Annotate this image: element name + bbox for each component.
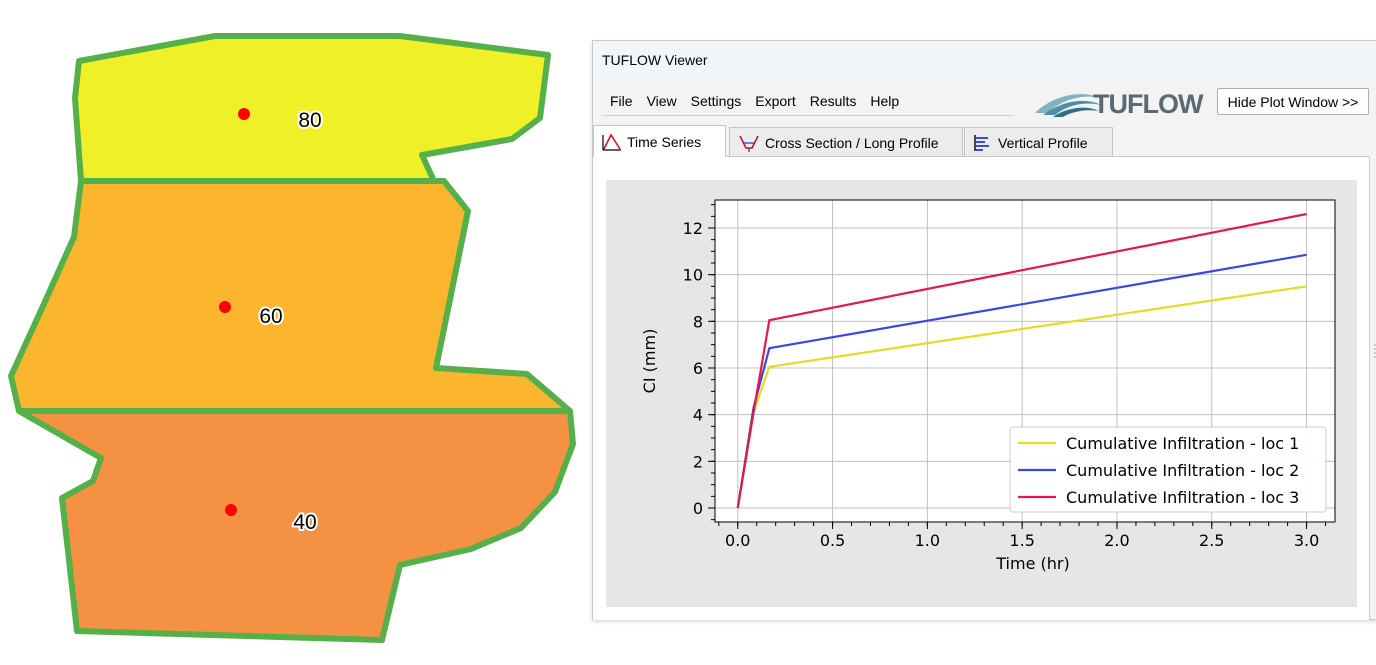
y-tick-label: 2: [693, 452, 703, 471]
y-tick-label: 10: [683, 266, 703, 285]
title-bar: TUFLOW Viewer: [593, 41, 1376, 79]
menu-results[interactable]: Results: [809, 93, 857, 109]
menu-help[interactable]: Help: [870, 93, 900, 109]
zone-label-40: 40: [293, 511, 316, 534]
x-tick-label: 0.5: [820, 531, 845, 550]
legend-box: [1009, 426, 1327, 513]
x-tick-label: 0.0: [725, 531, 750, 550]
plot-tabs: Time Series Cross Section / Long Profile…: [593, 125, 1376, 157]
cross-section-icon: [739, 135, 759, 152]
time-series-chart[interactable]: 0.0 0.5 1.0 1.5 2.0 2.5 3.0 0 2 4 6 8 10 12 Time (hr) C…: [606, 180, 1357, 607]
plot-area: 0.0 0.5 1.0 1.5 2.0 2.5 3.0 0 2 4 6 8 10 12 Time (hr) C…: [606, 180, 1357, 607]
tab-time-series[interactable]: Time Series: [593, 125, 726, 157]
zone-40-polygon[interactable]: [16, 408, 576, 643]
legend-entry-loc-1[interactable]: Cumulative Infiltration - loc 1: [1066, 434, 1299, 453]
tab-vertical-profile[interactable]: Vertical Profile: [964, 127, 1113, 157]
catchment-map: 80 60 40: [8, 33, 576, 643]
menu-file[interactable]: File: [610, 93, 633, 109]
zone-label-80: 80: [298, 109, 321, 132]
menu-bar: File View Settings Export Results Help: [603, 89, 1013, 116]
time-series-icon: [602, 132, 621, 151]
time-series-panel: 0.0 0.5 1.0 1.5 2.0 2.5 3.0 0 2 4 6 8 10 12 Time (hr) C…: [593, 156, 1370, 620]
menu-view[interactable]: View: [646, 93, 677, 109]
tab-label: Time Series: [627, 133, 702, 150]
y-tick-label: 8: [693, 312, 703, 331]
plot-frame: [714, 199, 1336, 523]
hide-plot-window-button[interactable]: Hide Plot Window >>: [1217, 88, 1369, 115]
menu-settings[interactable]: Settings: [690, 93, 742, 109]
x-tick-label: 1.0: [915, 531, 940, 550]
zone-80-polygon[interactable]: [72, 33, 551, 184]
tab-label: Vertical Profile: [998, 134, 1088, 151]
tab-cross-section[interactable]: Cross Section / Long Profile: [729, 127, 963, 157]
point-loc-3[interactable]: [225, 504, 237, 516]
x-tick-label: 1.5: [1009, 531, 1034, 550]
menu-export[interactable]: Export: [755, 93, 796, 109]
resize-grip[interactable]: [1373, 341, 1376, 361]
vertical-profile-icon: [974, 134, 989, 151]
y-tick-label: 0: [693, 499, 703, 518]
tuflow-viewer-window: TUFLOW Viewer File View Settings Export …: [592, 40, 1376, 620]
legend-entry-loc-2[interactable]: Cumulative Infiltration - loc 2: [1066, 461, 1299, 480]
x-tick-label: 2.5: [1199, 531, 1224, 550]
zone-60-polygon[interactable]: [8, 178, 573, 414]
window-title: TUFLOW Viewer: [602, 52, 708, 68]
y-tick-label: 12: [683, 219, 703, 238]
point-loc-2[interactable]: [219, 301, 231, 313]
x-tick-label: 3.0: [1294, 531, 1319, 550]
y-axis-label: CI (mm): [640, 329, 659, 394]
point-loc-1[interactable]: [238, 108, 250, 120]
y-tick-label: 4: [693, 406, 703, 425]
x-tick-label: 2.0: [1104, 531, 1129, 550]
logo-text: TUFLOW: [1093, 89, 1204, 119]
x-axis-label: Time (hr): [995, 554, 1069, 573]
tuflow-logo: TUFLOW: [1035, 89, 1205, 119]
tab-label: Cross Section / Long Profile: [765, 134, 939, 151]
y-tick-label: 6: [693, 359, 703, 378]
zone-label-60: 60: [259, 305, 282, 328]
series-line-loc-3[interactable]: [736, 212, 1307, 509]
legend-entry-loc-3[interactable]: Cumulative Infiltration - loc 3: [1066, 488, 1299, 507]
